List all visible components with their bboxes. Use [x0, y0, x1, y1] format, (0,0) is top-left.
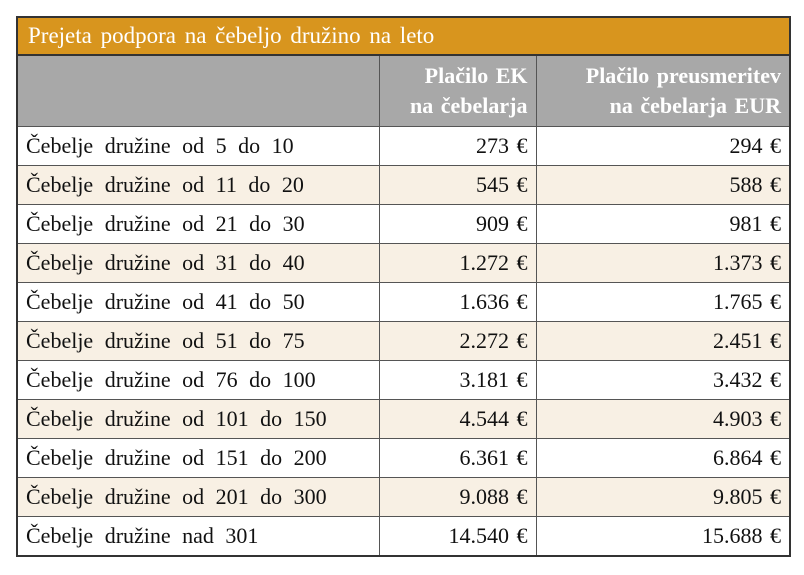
amount-cell: 273 €	[378, 126, 537, 166]
row-label: Čebelje družine nad 301	[16, 516, 380, 557]
table-row: Čebelje družine od 76 do 100 3.181 €3.432…	[16, 360, 791, 400]
header-row: Plačilo EK na čebelarja Plačilo preusmerit…	[16, 54, 791, 127]
amount-cell: 4.903 €	[535, 399, 791, 439]
row-label: Čebelje družine od 101 do 150	[16, 399, 380, 439]
amount-cell: 545 €	[378, 165, 537, 205]
row-label: Čebelje družine od 201 do 300	[16, 477, 380, 517]
table-row: Čebelje družine od 5 do 10 273 €294 €	[16, 126, 791, 166]
amount-cell: 2.272 €	[378, 321, 537, 361]
amount-cell: 1.765 €	[535, 282, 791, 322]
amount-cell: 588 €	[535, 165, 791, 205]
header-cell: Plačilo preusmeritev na čebelarja EUR	[535, 54, 791, 127]
row-label: Čebelje družine od 11 do 20	[16, 165, 380, 205]
table-row: Čebelje družine od 101 do 150 4.544 €4.90…	[16, 399, 791, 439]
amount-cell: 3.181 €	[378, 360, 537, 400]
amount-cell: 2.451 €	[535, 321, 791, 361]
table-row: Čebelje družine od 201 do 300 9.088 €9.80…	[16, 477, 791, 517]
row-label: Čebelje družine od 151 do 200	[16, 438, 380, 478]
header-line: Plačilo preusmeritev	[585, 63, 782, 88]
amount-cell: 15.688 €	[535, 516, 791, 557]
header-line: Plačilo EK	[424, 63, 528, 88]
table-row: Čebelje družine od 151 do 200 6.361 €6.86…	[16, 438, 791, 478]
table-row: Čebelje družine nad 301 14.540 €15.688 €	[16, 516, 791, 557]
support-table: Prejeta podpora na čebeljo družino na le…	[16, 16, 792, 557]
header-cell	[16, 54, 380, 127]
amount-cell: 1.636 €	[378, 282, 537, 322]
header-line: na čebelarja EUR	[609, 93, 782, 118]
row-label: Čebelje družine od 21 do 30	[16, 204, 380, 244]
header-cell: Plačilo EK na čebelarja	[378, 54, 537, 127]
table-row: Čebelje družine od 11 do 20 545 €588 €	[16, 165, 791, 205]
amount-cell: 1.272 €	[378, 243, 537, 283]
table-row: Čebelje družine od 41 do 50 1.636 €1.765 …	[16, 282, 791, 322]
table-row: Čebelje družine od 31 do 40 1.272 €1.373 …	[16, 243, 791, 283]
table-container: Prejeta podpora na čebeljo družino na le…	[16, 16, 792, 557]
row-label: Čebelje družine od 31 do 40	[16, 243, 380, 283]
row-label: Čebelje družine od 41 do 50	[16, 282, 380, 322]
row-label: Čebelje družine od 51 do 75	[16, 321, 380, 361]
amount-cell: 9.805 €	[535, 477, 791, 517]
amount-cell: 981 €	[535, 204, 791, 244]
amount-cell: 3.432 €	[535, 360, 791, 400]
table-row: Čebelje družine od 51 do 75 2.272 €2.451 …	[16, 321, 791, 361]
header-line: na čebelarja	[410, 93, 528, 118]
table-row: Čebelje družine od 21 do 30 909 €981 €	[16, 204, 791, 244]
table-body: Čebelje družine od 5 do 10 273 €294 € Čebe…	[16, 126, 791, 557]
row-label: Čebelje družine od 5 do 10	[16, 126, 380, 166]
row-label: Čebelje družine od 76 do 100	[16, 360, 380, 400]
amount-cell: 6.864 €	[535, 438, 791, 478]
amount-cell: 4.544 €	[378, 399, 537, 439]
amount-cell: 6.361 €	[378, 438, 537, 478]
amount-cell: 9.088 €	[378, 477, 537, 517]
amount-cell: 1.373 €	[535, 243, 791, 283]
title-row: Prejeta podpora na čebeljo družino na le…	[16, 16, 791, 56]
amount-cell: 294 €	[535, 126, 791, 166]
amount-cell: 909 €	[378, 204, 537, 244]
amount-cell: 14.540 €	[378, 516, 537, 557]
table-title: Prejeta podpora na čebeljo družino na le…	[16, 16, 791, 56]
